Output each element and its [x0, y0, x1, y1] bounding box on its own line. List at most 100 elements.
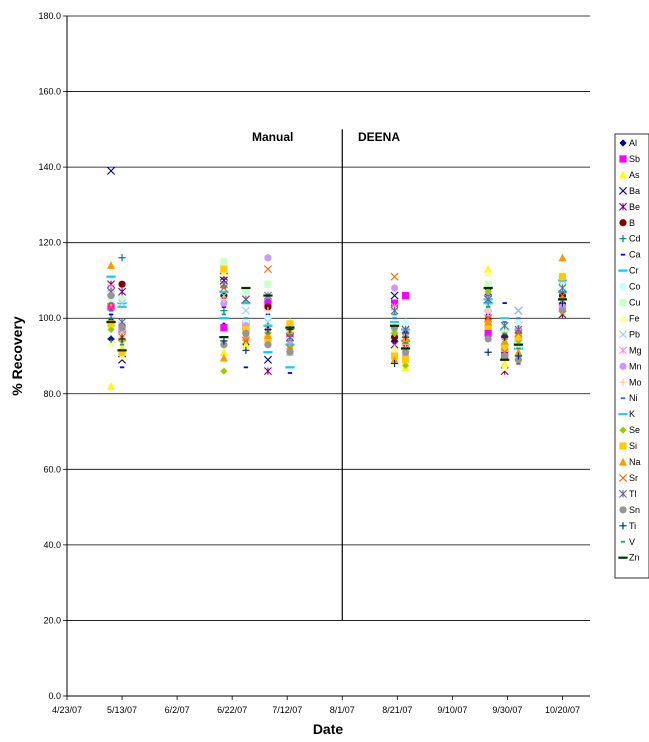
data-point: [107, 320, 115, 328]
data-point: [107, 325, 115, 334]
data-point: [390, 284, 399, 292]
legend-marker: [619, 489, 627, 498]
data-point: [263, 355, 272, 364]
data-point: [560, 290, 565, 293]
legend-marker: [618, 556, 628, 559]
legend-label: Co: [629, 282, 641, 292]
data-point: [263, 265, 272, 274]
data-point: [483, 302, 493, 305]
data-point: [285, 326, 295, 329]
data-point: [265, 332, 271, 335]
data-point: [484, 348, 492, 356]
data-point: [401, 333, 410, 341]
data-point: [264, 254, 272, 262]
data-point: [285, 343, 295, 346]
legend-label: Zn: [629, 553, 640, 563]
data-point: [558, 273, 567, 281]
data-point: [390, 299, 399, 307]
x-tick-labels: 4/23/07 5/13/07 6/2/07 6/22/07 7/12/07 8/1/07…: [52, 705, 580, 715]
data-point: [500, 358, 510, 361]
legend-marker: [619, 378, 627, 386]
data-point: [558, 299, 567, 307]
x-tick-label: 6/2/07: [165, 705, 190, 715]
x-axis-title: Date: [313, 721, 344, 737]
data-point: [263, 367, 272, 376]
data-point: [108, 313, 114, 316]
data-point: [264, 335, 272, 343]
x-tick-label: 5/13/07: [107, 705, 137, 715]
data-point: [286, 348, 294, 356]
y-tick-label: 120.0: [38, 238, 61, 248]
data-point: [119, 366, 125, 369]
x-tick-label: 9/10/07: [437, 705, 467, 715]
data-point: [401, 318, 410, 326]
data-point: [513, 343, 524, 346]
data-point: [400, 347, 411, 350]
legend-label: Si: [629, 441, 637, 451]
data-point: [514, 348, 523, 356]
data-point: [390, 333, 399, 341]
data-point: [219, 336, 229, 339]
data-point: [557, 279, 568, 282]
data-point: [220, 367, 228, 375]
data-point: [241, 302, 251, 305]
legend-label: V: [629, 537, 635, 547]
legend-marker: [619, 170, 627, 179]
data-point: [263, 324, 273, 327]
data-point: [484, 317, 493, 326]
legend-marker: [619, 186, 627, 195]
data-point: [514, 329, 523, 338]
legend-marker: [619, 139, 627, 147]
data-point: [502, 321, 507, 323]
data-point: [390, 291, 399, 300]
data-point: [514, 337, 523, 345]
legend-marker: [619, 442, 627, 450]
data-point: [501, 341, 509, 349]
data-point: [265, 298, 271, 301]
legend-label: Cu: [629, 298, 641, 308]
data-point: [219, 291, 228, 300]
data-point: [108, 309, 114, 312]
data-point: [484, 307, 492, 315]
data-point: [118, 348, 126, 356]
data-point: [220, 265, 228, 273]
data-point: [220, 299, 228, 307]
data-point: [118, 335, 126, 343]
data-point: [403, 332, 408, 335]
series-tl: [107, 280, 567, 342]
legend-marker: [620, 540, 626, 543]
data-point: [514, 352, 523, 360]
data-point: [243, 366, 249, 369]
data-point: [558, 280, 567, 288]
data-point: [390, 329, 399, 337]
legend-marker: [619, 202, 627, 211]
legend-marker: [618, 413, 628, 416]
x-tick-label: 8/21/07: [382, 705, 412, 715]
legend-label: Sb: [629, 154, 640, 164]
data-point: [220, 295, 228, 303]
data-point: [107, 335, 115, 343]
data-point: [285, 366, 295, 369]
data-point: [241, 336, 250, 345]
data-point: [107, 302, 116, 311]
data-point: [118, 280, 126, 288]
legend-label: Cr: [629, 266, 639, 276]
y-tick-label: 140.0: [38, 162, 61, 172]
data-point: [220, 341, 228, 349]
legend-marker: [619, 522, 627, 530]
data-point: [241, 306, 250, 315]
legend-label: Pb: [629, 329, 640, 339]
data-point: [107, 291, 115, 300]
legend-marker: [619, 298, 627, 307]
data-point: [390, 344, 399, 353]
x-tick-label: 6/22/07: [217, 705, 247, 715]
data-point: [263, 318, 272, 326]
legend-marker: [618, 269, 628, 272]
legend-label: Mn: [629, 361, 642, 371]
data-point: [107, 261, 116, 269]
legend-label: Na: [629, 457, 641, 467]
data-point: [484, 314, 493, 323]
y-tick-label: 100.0: [38, 313, 61, 323]
data-point: [220, 324, 228, 332]
y-tick-label: 180.0: [38, 11, 61, 21]
